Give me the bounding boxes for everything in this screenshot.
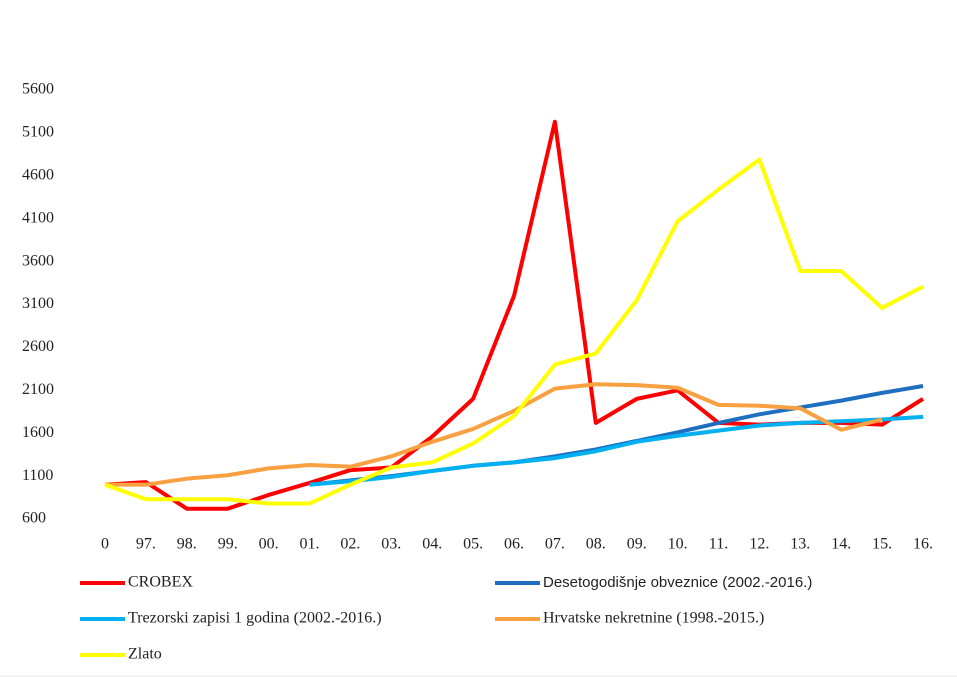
x-tick-label: 16.: [913, 536, 933, 553]
series-line: [309, 414, 924, 487]
x-tick-label: 10.: [668, 536, 688, 553]
series-line: [105, 382, 883, 487]
x-tick-label: 05.: [463, 536, 483, 553]
x-tick-label: 11.: [709, 536, 728, 553]
x-tick-label: 08.: [586, 536, 606, 553]
y-tick-label: 5600: [22, 81, 54, 98]
legend-label: Desetogodišnje obveznice (2002.-2016.): [543, 574, 812, 591]
x-tick-label: 06.: [504, 536, 524, 553]
x-tick-label: 99.: [218, 536, 238, 553]
x-tick-label: 09.: [627, 536, 647, 553]
y-tick-label: 2100: [22, 381, 54, 398]
legend-label: Zlato: [128, 646, 162, 663]
y-tick-label: 1600: [22, 424, 54, 441]
y-tick-label: 2600: [22, 338, 54, 355]
x-tick-label: 97.: [136, 536, 156, 553]
x-tick-label: 15.: [872, 536, 892, 553]
y-tick-label: 3600: [22, 252, 54, 269]
x-tick-label: 13.: [790, 536, 810, 553]
x-tick-label: 02.: [340, 536, 360, 553]
x-tick-label: 04.: [422, 536, 442, 553]
series-line: [104, 157, 924, 506]
legend-label: CROBEX: [128, 574, 193, 591]
x-tick-label: 07.: [545, 536, 565, 553]
y-tick-label: 5100: [22, 124, 54, 141]
x-tick-label: 98.: [177, 536, 197, 553]
y-tick-label: 4600: [22, 166, 54, 183]
x-tick-label: 14.: [831, 536, 851, 553]
x-tick-label: 0: [101, 536, 109, 553]
x-tick-label: 03.: [381, 536, 401, 553]
x-tick-label: 01.: [300, 536, 320, 553]
y-tick-label: 600: [22, 510, 46, 527]
x-tick-label: 12.: [749, 536, 769, 553]
legend-label: Trezorski zapisi 1 godina (2002.-2016.): [128, 610, 382, 627]
y-tick-label: 1100: [22, 467, 53, 484]
y-tick-label: 3100: [22, 295, 54, 312]
x-tick-label: 00.: [259, 536, 279, 553]
legend-label: Hrvatske nekretnine (1998.-2015.): [543, 610, 764, 627]
y-tick-label: 4100: [22, 209, 54, 226]
